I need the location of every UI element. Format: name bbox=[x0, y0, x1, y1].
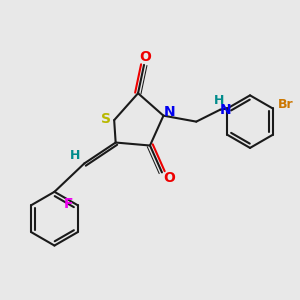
Text: N: N bbox=[164, 105, 176, 119]
Text: O: O bbox=[164, 171, 175, 185]
Text: H: H bbox=[214, 94, 224, 106]
Text: S: S bbox=[101, 112, 111, 126]
Text: F: F bbox=[63, 197, 73, 211]
Text: H: H bbox=[70, 149, 80, 163]
Text: Br: Br bbox=[278, 98, 293, 110]
Text: O: O bbox=[140, 50, 152, 64]
Text: N: N bbox=[220, 103, 231, 117]
